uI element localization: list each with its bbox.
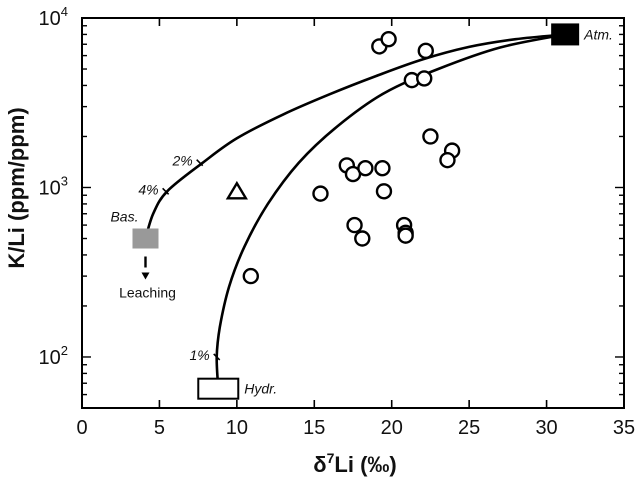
y-tick-label-base: 10 [39, 177, 61, 199]
y-tick-label: 104 [39, 4, 68, 30]
x-tick-label: 0 [76, 417, 87, 439]
y-tick-label-exponent: 3 [61, 173, 68, 188]
data-point [354, 230, 371, 247]
data-point [439, 151, 456, 169]
leaching-label: Leaching [119, 285, 176, 301]
x-tick-label: 5 [154, 417, 165, 439]
y-tick-label: 102 [39, 343, 68, 369]
y-tick-label-exponent: 2 [61, 343, 68, 358]
plot-border [81, 17, 625, 409]
plot-frame [81, 17, 625, 409]
curve-mark-label: 4% [138, 181, 158, 197]
x-tick-label: 35 [613, 417, 635, 439]
y-axis-title: K/Li (ppm/ppm) [4, 107, 29, 268]
endmember-label: Atm. [583, 26, 613, 42]
annotations: 2% 4% 1% Atm. Bas. Hydr. Leaching [110, 26, 612, 396]
data-point [417, 42, 434, 60]
x-tick-label: 30 [535, 417, 557, 439]
x-axis-title-prefix: δ [313, 452, 326, 477]
leaching-arrow-head [141, 272, 150, 280]
curve-mark [196, 159, 204, 167]
curve-mark-label: 1% [189, 347, 209, 363]
data-point [380, 30, 397, 48]
data-point [375, 183, 393, 200]
endmember-hydr [197, 377, 240, 400]
x-axis-title-main: Li (‰) [334, 452, 396, 477]
data-point [312, 185, 329, 202]
x-axis-title: δ7Li (‰) [313, 450, 396, 477]
data-point [374, 159, 391, 177]
mixing-curves [144, 33, 566, 389]
mixing-curve-bas-atm [144, 33, 566, 239]
endmember-label: Hydr. [244, 381, 277, 397]
data-point [422, 128, 439, 145]
x-axis-title-superscript: 7 [327, 450, 335, 466]
endmember-label: Bas. [110, 209, 138, 225]
data-point [416, 70, 433, 87]
data-point [357, 159, 374, 177]
curve-mark [162, 187, 170, 195]
curve-mark [213, 353, 221, 361]
y-tick-label-base: 10 [39, 347, 61, 369]
x-tick-label: 25 [458, 417, 480, 439]
data-point [346, 216, 363, 234]
y-tick-label: 103 [39, 173, 68, 199]
mixing-curve-hydr-atm [215, 33, 566, 389]
y-tick-label-exponent: 4 [61, 4, 68, 19]
x-tick-label: 15 [303, 417, 325, 439]
x-tick-label: 10 [226, 417, 248, 439]
endmember-bas [132, 228, 159, 249]
data-point [397, 227, 414, 244]
data-points [132, 23, 580, 400]
endmember-atm [551, 23, 580, 46]
curve-mark-label: 2% [171, 153, 192, 169]
x-tick-label: 20 [381, 417, 403, 439]
data-point [242, 267, 259, 285]
y-tick-label-base: 10 [39, 8, 61, 30]
triangle-point [225, 180, 248, 200]
